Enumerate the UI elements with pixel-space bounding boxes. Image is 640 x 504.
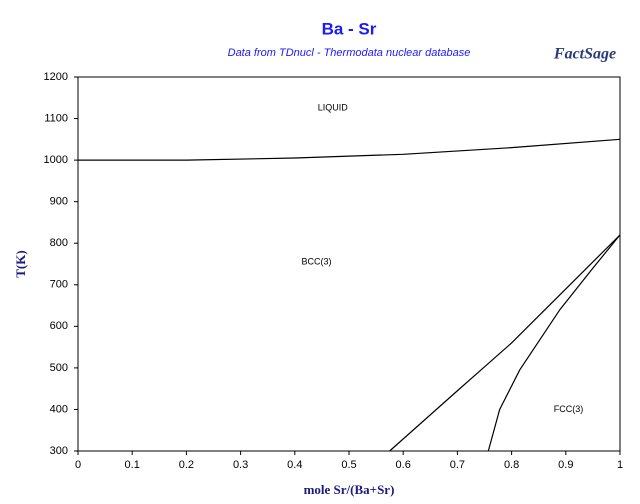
x-tick-label: 0.8 bbox=[504, 459, 519, 471]
x-tick-label: 0 bbox=[75, 459, 81, 471]
y-tick-label: 500 bbox=[50, 362, 68, 374]
x-tick-label: 0.2 bbox=[179, 459, 194, 471]
y-tick-label: 300 bbox=[50, 445, 68, 457]
y-tick-label: 1200 bbox=[44, 71, 68, 83]
chart-title: Ba - Sr bbox=[322, 19, 377, 38]
phase-label: LIQUID bbox=[318, 103, 349, 113]
y-axis-label: T(K) bbox=[13, 250, 28, 277]
y-tick-label: 1000 bbox=[44, 154, 68, 166]
x-tick-label: 0.1 bbox=[125, 459, 140, 471]
x-tick-label: 0.3 bbox=[233, 459, 248, 471]
y-tick-label: 600 bbox=[50, 320, 68, 332]
phase-label: BCC(3) bbox=[301, 256, 331, 266]
y-tick-label: 900 bbox=[50, 196, 68, 208]
x-tick-label: 0.4 bbox=[287, 459, 302, 471]
y-tick-label: 700 bbox=[50, 279, 68, 291]
phase-boundary bbox=[389, 234, 621, 452]
logo: FactSage bbox=[553, 46, 616, 63]
x-tick-label: 0.5 bbox=[341, 459, 356, 471]
y-tick-label: 400 bbox=[50, 403, 68, 415]
phase-label: FCC(3) bbox=[554, 404, 584, 414]
y-tick-label: 1100 bbox=[44, 112, 68, 124]
chart-subtitle: Data from TDnucl - Thermodata nuclear da… bbox=[228, 47, 471, 59]
y-tick-label: 800 bbox=[50, 237, 68, 249]
x-tick-label: 0.7 bbox=[450, 459, 465, 471]
x-tick-label: 1 bbox=[617, 459, 623, 471]
x-axis-label: mole Sr/(Ba+Sr) bbox=[304, 482, 395, 497]
phase-boundary bbox=[487, 234, 621, 452]
plot-frame bbox=[77, 76, 621, 452]
x-tick-label: 0.6 bbox=[396, 459, 411, 471]
x-tick-label: 0.9 bbox=[558, 459, 573, 471]
phase-boundary bbox=[78, 138, 621, 161]
